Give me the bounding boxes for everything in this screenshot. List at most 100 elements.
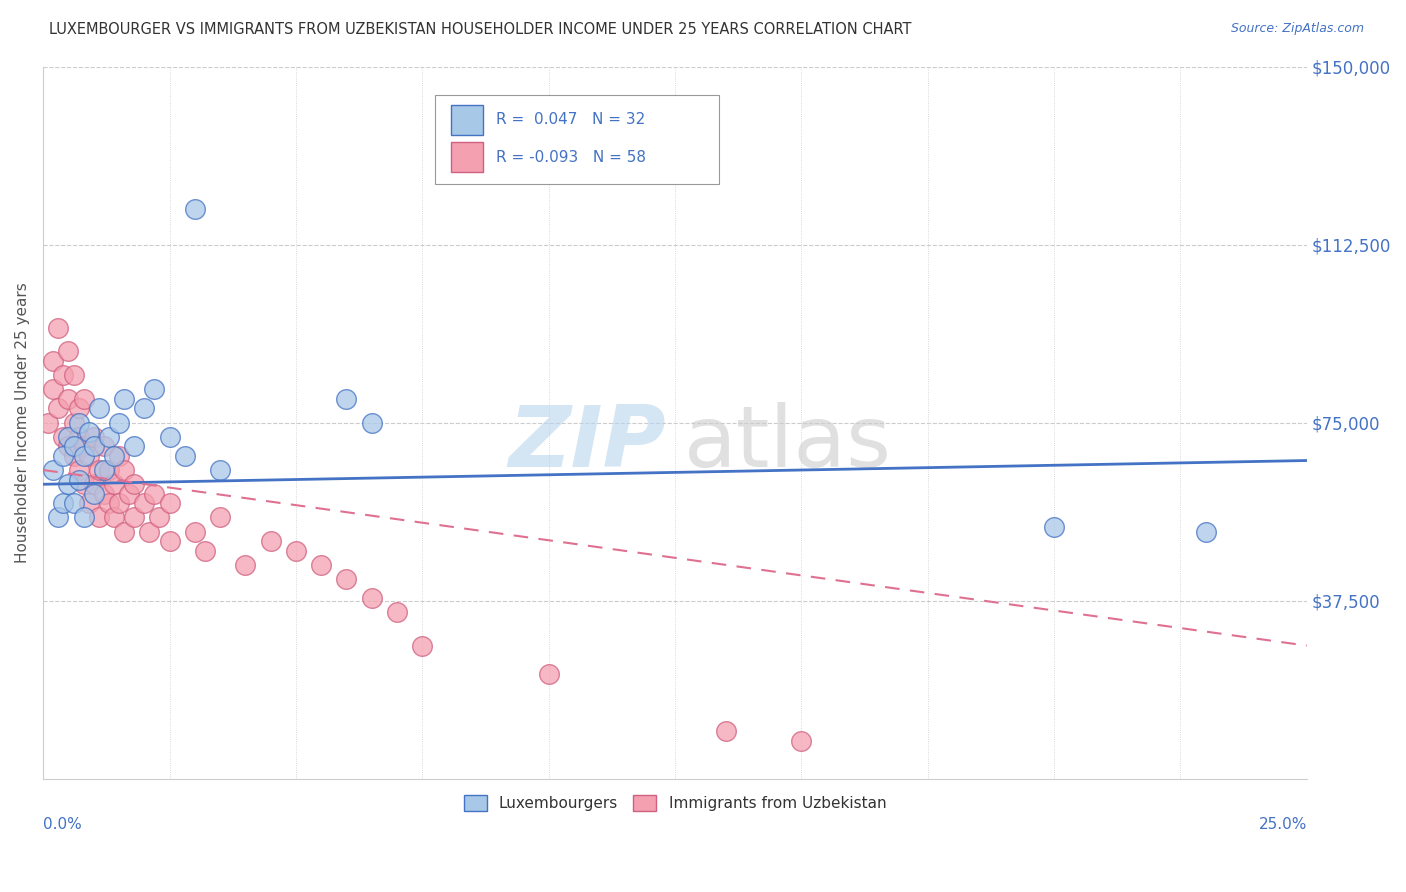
Point bbox=[122, 439, 145, 453]
Point bbox=[112, 524, 135, 539]
Point bbox=[1195, 524, 1218, 539]
Point bbox=[118, 487, 141, 501]
Point bbox=[143, 487, 166, 501]
Point bbox=[62, 439, 84, 453]
Text: 25.0%: 25.0% bbox=[1258, 817, 1306, 832]
Point bbox=[52, 430, 75, 444]
Point bbox=[97, 463, 120, 477]
Point bbox=[72, 449, 94, 463]
Point bbox=[42, 382, 65, 396]
Point bbox=[48, 510, 70, 524]
Text: R =  0.047   N = 32: R = 0.047 N = 32 bbox=[495, 112, 645, 128]
Legend: Luxembourgers, Immigrants from Uzbekistan: Luxembourgers, Immigrants from Uzbekista… bbox=[457, 789, 893, 817]
Point bbox=[108, 449, 131, 463]
Text: 0.0%: 0.0% bbox=[44, 817, 82, 832]
Point bbox=[42, 354, 65, 368]
Point bbox=[259, 534, 281, 549]
FancyBboxPatch shape bbox=[434, 95, 720, 184]
Point bbox=[83, 487, 105, 501]
Point bbox=[134, 401, 156, 416]
Point bbox=[138, 524, 160, 539]
Point bbox=[87, 401, 110, 416]
Point bbox=[48, 320, 70, 334]
Point bbox=[52, 449, 75, 463]
Point bbox=[790, 733, 813, 747]
Point bbox=[122, 477, 145, 491]
Point bbox=[103, 510, 125, 524]
Point bbox=[209, 463, 232, 477]
Point bbox=[235, 558, 257, 572]
Point bbox=[77, 425, 100, 439]
Text: Source: ZipAtlas.com: Source: ZipAtlas.com bbox=[1230, 22, 1364, 36]
Point bbox=[52, 496, 75, 510]
Point bbox=[103, 477, 125, 491]
Text: atlas: atlas bbox=[683, 402, 891, 485]
Point bbox=[67, 401, 90, 416]
Point bbox=[143, 382, 166, 396]
Point bbox=[72, 392, 94, 406]
Point bbox=[52, 368, 75, 383]
Point bbox=[159, 430, 181, 444]
Point bbox=[411, 639, 433, 653]
Point bbox=[159, 534, 181, 549]
Point bbox=[148, 510, 170, 524]
Point bbox=[93, 487, 115, 501]
Text: LUXEMBOURGER VS IMMIGRANTS FROM UZBEKISTAN HOUSEHOLDER INCOME UNDER 25 YEARS COR: LUXEMBOURGER VS IMMIGRANTS FROM UZBEKIST… bbox=[49, 22, 911, 37]
Point bbox=[58, 392, 80, 406]
Point bbox=[62, 496, 84, 510]
Point bbox=[67, 463, 90, 477]
Point bbox=[714, 724, 737, 739]
Point bbox=[122, 510, 145, 524]
Y-axis label: Householder Income Under 25 years: Householder Income Under 25 years bbox=[15, 282, 30, 563]
Point bbox=[58, 439, 80, 453]
Point bbox=[72, 477, 94, 491]
Point bbox=[184, 202, 207, 216]
Point bbox=[72, 439, 94, 453]
Point bbox=[48, 401, 70, 416]
Point bbox=[42, 463, 65, 477]
Point bbox=[184, 524, 207, 539]
Point bbox=[284, 543, 307, 558]
Point bbox=[309, 558, 332, 572]
Text: R = -0.093   N = 58: R = -0.093 N = 58 bbox=[495, 150, 645, 164]
Point bbox=[93, 463, 115, 477]
FancyBboxPatch shape bbox=[451, 105, 482, 135]
Point bbox=[83, 477, 105, 491]
Point bbox=[103, 449, 125, 463]
Point bbox=[83, 439, 105, 453]
Point bbox=[87, 510, 110, 524]
FancyBboxPatch shape bbox=[451, 142, 482, 172]
Point bbox=[62, 449, 84, 463]
Point bbox=[67, 430, 90, 444]
Point bbox=[87, 463, 110, 477]
Point bbox=[108, 416, 131, 430]
Point bbox=[77, 496, 100, 510]
Text: ZIP: ZIP bbox=[509, 402, 666, 485]
Point bbox=[360, 416, 382, 430]
Point bbox=[97, 430, 120, 444]
Point bbox=[77, 449, 100, 463]
Point bbox=[537, 667, 560, 681]
Point bbox=[360, 591, 382, 606]
Point bbox=[58, 344, 80, 359]
Point bbox=[134, 496, 156, 510]
Point bbox=[209, 510, 232, 524]
Point bbox=[159, 496, 181, 510]
Point bbox=[335, 572, 357, 586]
Point bbox=[173, 449, 195, 463]
Point bbox=[58, 477, 80, 491]
Point bbox=[58, 430, 80, 444]
Point bbox=[194, 543, 217, 558]
Point bbox=[1043, 520, 1066, 534]
Point bbox=[37, 416, 59, 430]
Point bbox=[112, 463, 135, 477]
Point bbox=[385, 606, 408, 620]
Point bbox=[112, 392, 135, 406]
Point bbox=[335, 392, 357, 406]
Point bbox=[67, 416, 90, 430]
Point bbox=[83, 430, 105, 444]
Point bbox=[72, 510, 94, 524]
Point bbox=[62, 368, 84, 383]
Point bbox=[67, 473, 90, 487]
Point bbox=[62, 416, 84, 430]
